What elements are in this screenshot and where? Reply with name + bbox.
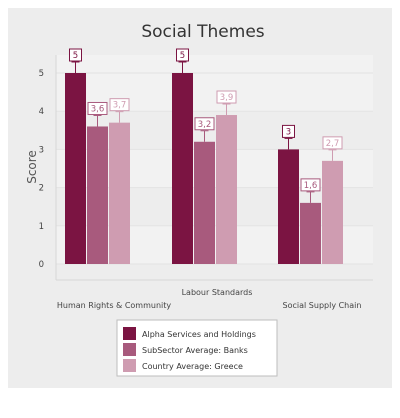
y-tick-label: 0 (39, 260, 44, 270)
bar (194, 141, 215, 264)
y-tick-label: 4 (39, 107, 44, 117)
data-label-box (87, 101, 108, 115)
bar (172, 73, 193, 264)
bar (216, 115, 237, 265)
bar (87, 126, 108, 264)
data-label-box (109, 98, 130, 112)
bar (322, 160, 343, 264)
data-label: 5 (180, 51, 185, 61)
y-tick-label: 3 (39, 145, 44, 155)
grid-band (56, 55, 373, 73)
legend-swatch (123, 343, 136, 356)
data-label-box (216, 90, 237, 104)
bar (278, 149, 299, 264)
y-axis-label: Score (25, 150, 39, 184)
x-category-label: Social Supply Chain (283, 301, 362, 310)
chart-title: Social Themes (141, 22, 264, 42)
bar (300, 202, 321, 264)
x-category-label: Human Rights & Community (57, 301, 172, 310)
data-label: 3,9 (220, 93, 234, 103)
legend-swatch (123, 359, 136, 372)
y-tick-label: 5 (39, 69, 44, 79)
y-tick-label: 2 (39, 184, 44, 194)
legend-swatch (123, 327, 136, 340)
legend (116, 319, 278, 377)
data-label-box (194, 117, 215, 131)
data-label-box (300, 178, 321, 192)
data-label: 5 (73, 51, 78, 61)
data-label: 3,6 (91, 104, 105, 114)
data-label: 3 (286, 127, 291, 137)
x-category-label: Labour Standards (182, 288, 253, 297)
data-label: 2,7 (326, 139, 340, 149)
data-label-box (69, 48, 82, 62)
grid-band (56, 73, 373, 112)
legend-label: Country Average: Greece (142, 362, 243, 371)
bar (109, 122, 130, 264)
legend-label: Alpha Services and Holdings (142, 330, 256, 339)
data-label-box (322, 136, 343, 150)
data-label: 3,7 (113, 101, 127, 111)
bar (65, 73, 86, 264)
data-label-box (176, 48, 189, 62)
legend-label: SubSector Average: Banks (142, 346, 248, 355)
data-label: 1,6 (304, 181, 318, 191)
data-label-box (282, 124, 295, 138)
data-label: 3,2 (198, 120, 212, 130)
y-tick-label: 1 (39, 222, 44, 232)
